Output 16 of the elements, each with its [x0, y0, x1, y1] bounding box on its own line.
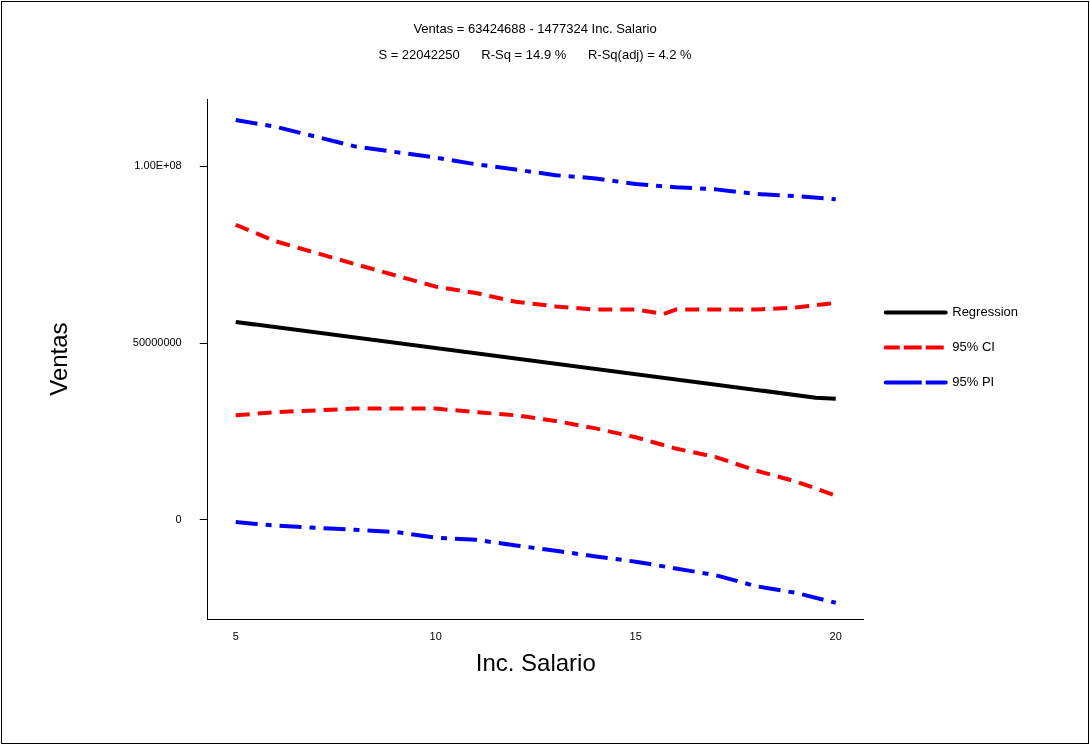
y-tick-label: 0 [175, 513, 182, 526]
x-tick-label: 20 [829, 629, 842, 642]
x-tick-label: 5 [232, 629, 239, 642]
legend-label: 95% CI [952, 339, 995, 355]
x-tick-label: 10 [429, 629, 442, 642]
x-axis-title: Inc. Salario [475, 649, 596, 677]
y-axis-title: Ventas [45, 322, 73, 396]
chart-title: Ventas = 63424688 - 1477324 Inc. Salario [413, 21, 657, 37]
y-tick-label: 50000000 [132, 336, 182, 349]
chart-subtitle: S = 22042250 R-Sq = 14.9 % R-Sq(adj) = 4.2 % [378, 46, 693, 62]
line-series [233, 520, 838, 605]
line-series [233, 118, 838, 202]
y-tick-label: 1.00E+08 [134, 159, 182, 172]
legend-label: Regression [952, 304, 1019, 320]
legend-label: 95% PI [952, 374, 995, 390]
x-tick-label: 15 [629, 629, 642, 642]
